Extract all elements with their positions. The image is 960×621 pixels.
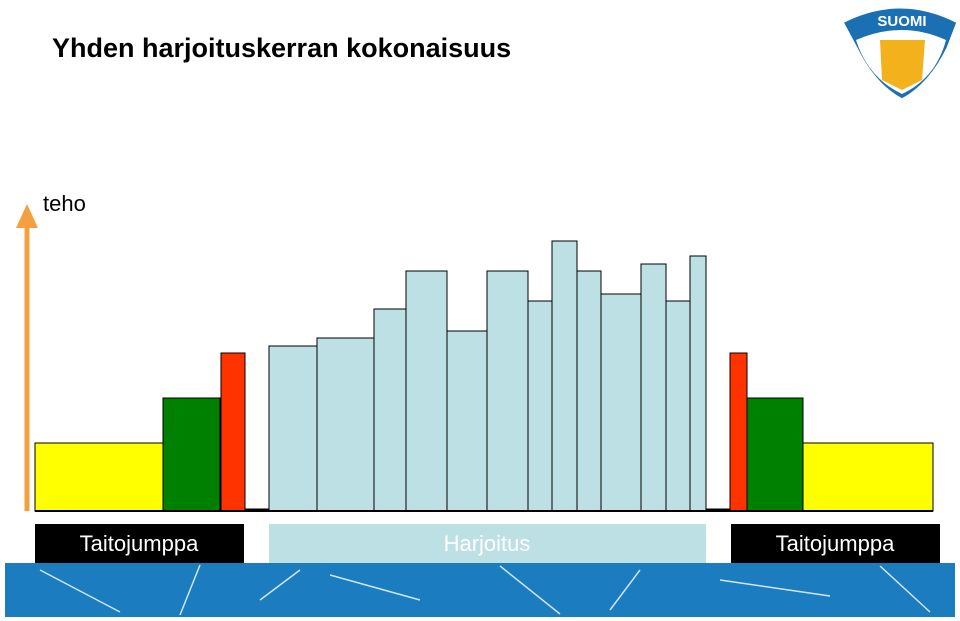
phase-box	[269, 524, 706, 563]
phase-box	[35, 524, 244, 563]
phase-label: Taitojumppa	[80, 531, 199, 556]
phase-label: Taitojumppa	[776, 531, 895, 556]
blocks	[34, 240, 934, 512]
axis-arrow	[16, 204, 38, 511]
title: Yhden harjoituskerran kokonaisuus	[52, 33, 511, 63]
axis-label: teho	[43, 191, 86, 216]
phase-label: Harjoitus	[444, 531, 531, 556]
logo: SUOMI	[839, 5, 960, 102]
logo-text: SUOMI	[877, 13, 926, 30]
ice-strip	[5, 563, 955, 617]
phase-box	[731, 524, 940, 563]
